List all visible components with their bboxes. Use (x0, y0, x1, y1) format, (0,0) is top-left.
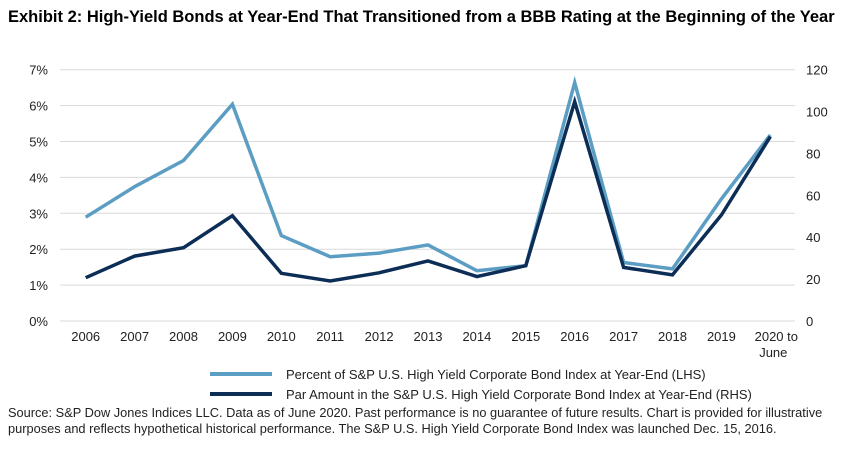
left-axis-tick-label: 2% (29, 242, 48, 257)
x-axis-tick-label: 2008 (169, 329, 198, 344)
x-axis-tick-label: 2012 (365, 329, 394, 344)
left-axis-tick-label: 7% (29, 63, 48, 78)
legend-item-percent: Percent of S&P U.S. High Yield Corporate… (210, 364, 752, 384)
right-axis-tick-label: 20 (806, 272, 820, 287)
x-axis-tick-label: June (759, 345, 787, 360)
legend-item-par-amount: Par Amount in the S&P U.S. High Yield Co… (210, 384, 752, 404)
x-axis-tick-label: 2006 (71, 329, 100, 344)
x-axis-tick-label: 2007 (120, 329, 149, 344)
legend-label-percent: Percent of S&P U.S. High Yield Corporate… (286, 366, 706, 382)
x-axis-tick-label: 2018 (658, 329, 687, 344)
legend-swatch-percent (210, 372, 272, 376)
x-axis-tick-label: 2016 (560, 329, 589, 344)
right-axis-tick-label: 0 (806, 314, 813, 329)
left-axis-tick-label: 6% (29, 99, 48, 114)
left-axis-tick-label: 4% (29, 170, 48, 185)
x-axis-tick-label: 2013 (414, 329, 443, 344)
x-axis-tick-label: 2009 (218, 329, 247, 344)
x-axis-tick-label: 2015 (511, 329, 540, 344)
legend-swatch-par-amount (210, 392, 272, 396)
right-axis-tick-label: 40 (806, 230, 820, 245)
x-axis-tick-label: 2020 to (755, 329, 798, 344)
left-axis-tick-label: 1% (29, 278, 48, 293)
legend-label-par-amount: Par Amount in the S&P U.S. High Yield Co… (286, 386, 752, 402)
right-axis-tick-label: 100 (806, 105, 828, 120)
source-note: Source: S&P Dow Jones Indices LLC. Data … (8, 405, 823, 436)
left-axis-tick-label: 0% (29, 314, 48, 329)
series-line-par-amount (84, 95, 772, 283)
left-axis-tick-label: 3% (29, 206, 48, 221)
chart-title: Exhibit 2: High-Yield Bonds at Year-End … (8, 8, 835, 26)
x-axis-tick-label: 2011 (316, 329, 344, 344)
right-axis-tick-label: 60 (806, 188, 820, 203)
legend: Percent of S&P U.S. High Yield Corporate… (210, 364, 752, 404)
left-axis-tick-label: 5% (29, 135, 48, 150)
x-axis-tick-label: 2017 (609, 329, 638, 344)
right-axis-tick-label: 120 (806, 63, 828, 78)
x-axis-tick-label: 2019 (707, 329, 736, 344)
x-axis-tick-label: 2014 (462, 329, 491, 344)
x-axis-tick-label: 2010 (267, 329, 296, 344)
right-axis-tick-label: 80 (806, 146, 820, 161)
